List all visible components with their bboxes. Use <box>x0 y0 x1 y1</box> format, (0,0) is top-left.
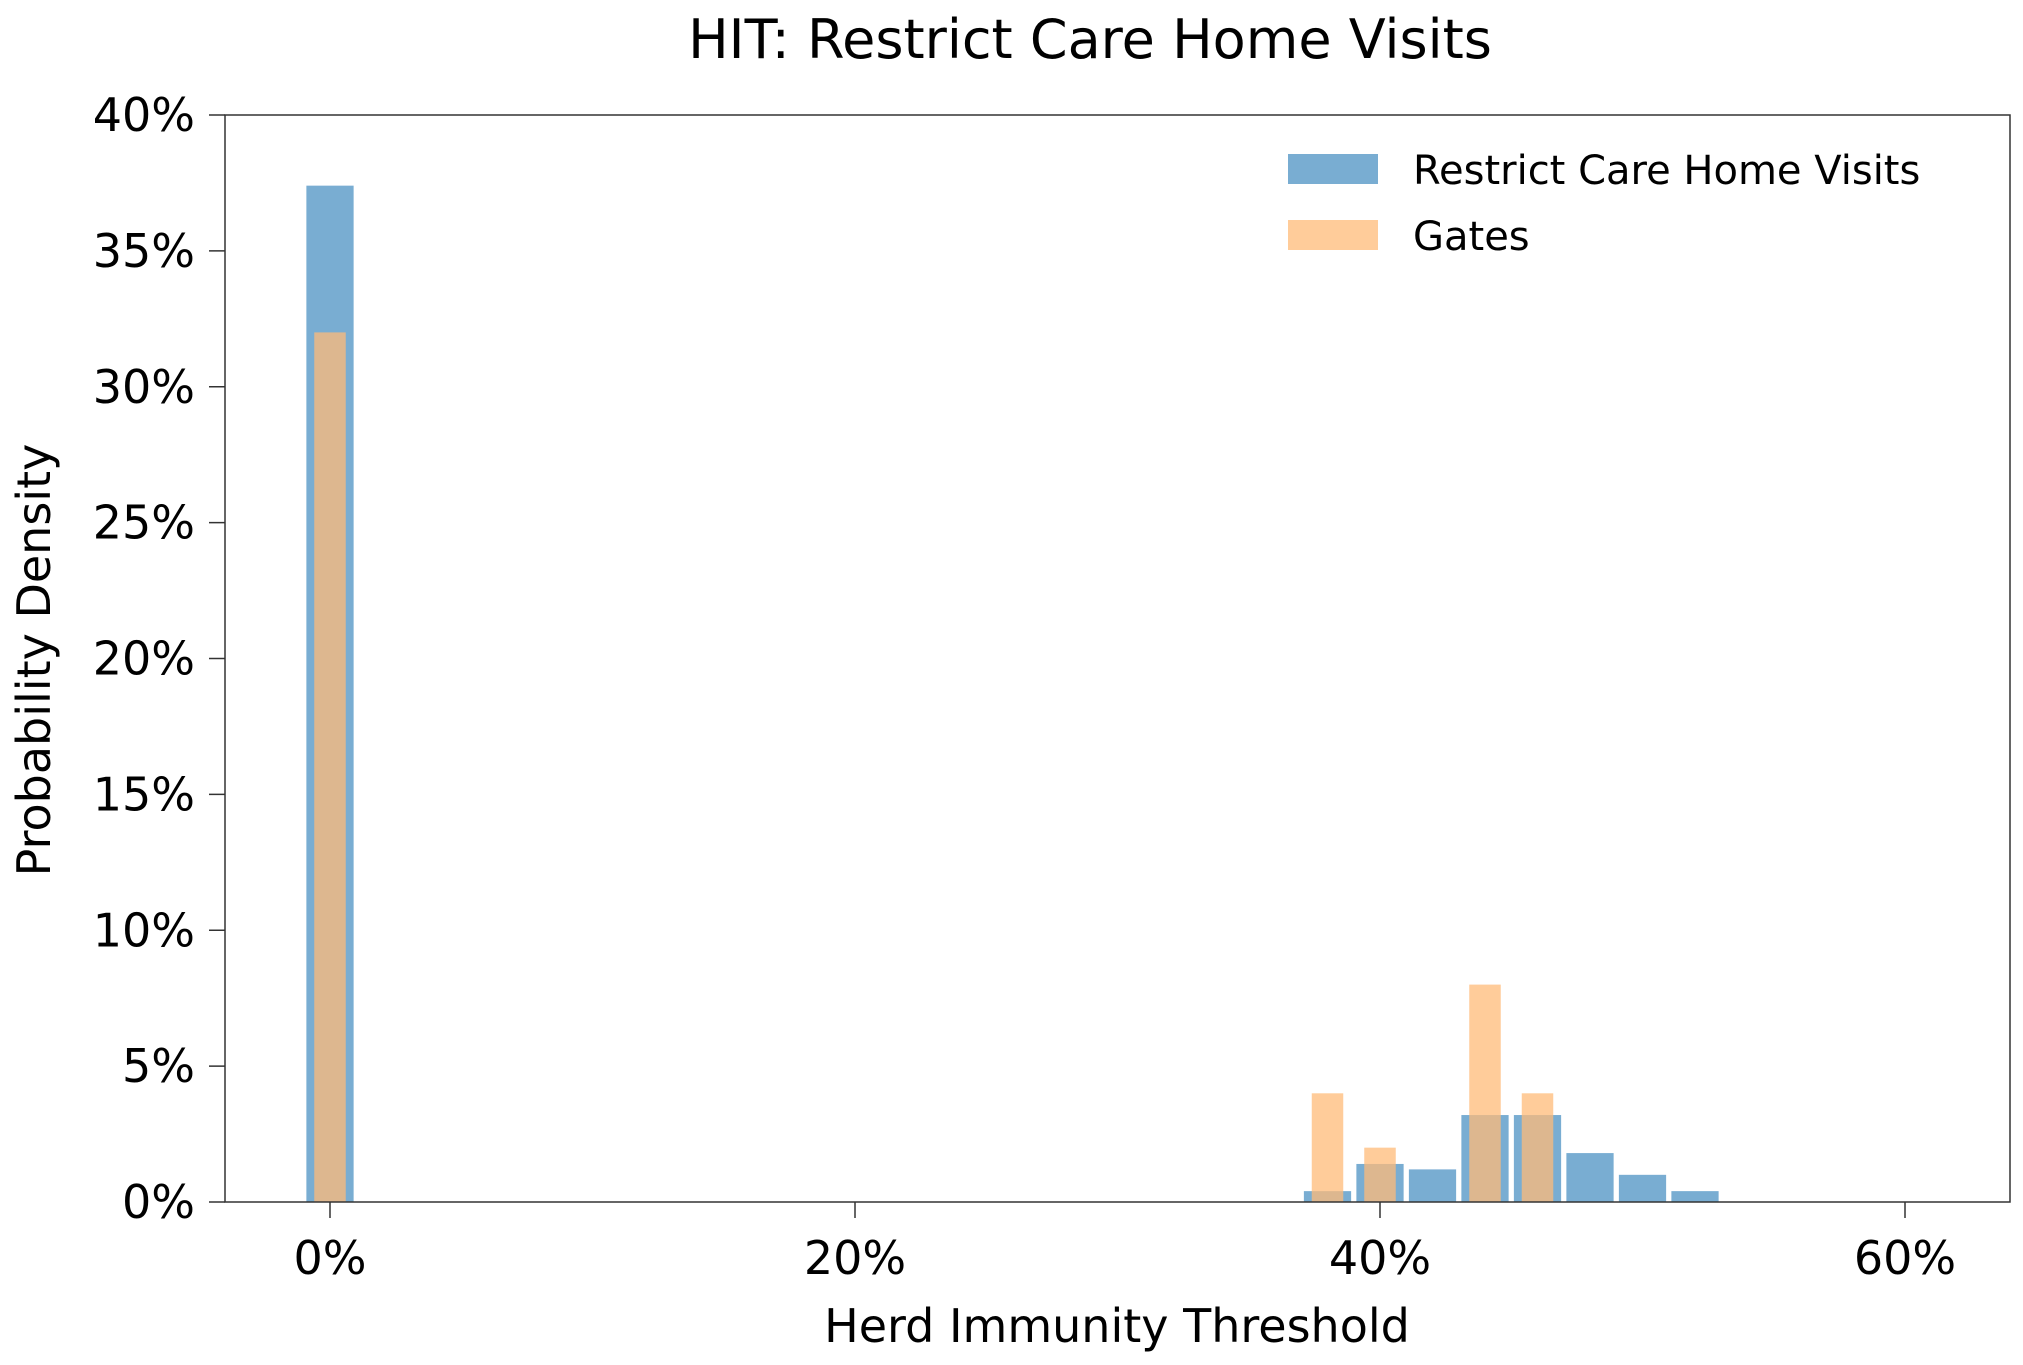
x-tick-label: 0% <box>294 1231 367 1285</box>
chart-title: HIT: Restrict Care Home Visits <box>688 8 1492 71</box>
bar <box>314 332 346 1202</box>
series-2 <box>314 332 1554 1202</box>
y-tick-label: 35% <box>93 224 195 278</box>
x-tick-label: 40% <box>1329 1231 1431 1285</box>
y-axis-title: Probability Density <box>7 444 61 877</box>
y-tick-label: 10% <box>93 903 195 957</box>
bar <box>1671 1191 1719 1202</box>
x-tick-label: 20% <box>804 1231 906 1285</box>
bar <box>1521 1093 1554 1202</box>
legend-swatch <box>1288 220 1378 250</box>
bar <box>1469 984 1501 1202</box>
legend-swatch <box>1288 154 1378 184</box>
bar <box>1618 1174 1667 1202</box>
legend-label: Gates <box>1413 214 1530 260</box>
bar <box>1408 1169 1457 1202</box>
y-tick-label: 30% <box>93 360 195 414</box>
x-axis-title: Herd Immunity Threshold <box>824 1299 1410 1353</box>
y-axis: 0% 5% 10% 15% 20% 25% 30% 35% 40% <box>93 88 225 1229</box>
y-tick-label: 5% <box>122 1039 195 1093</box>
bar <box>1566 1153 1614 1202</box>
bars-layer <box>306 185 1719 1202</box>
x-axis: 0% 20% 40% 60% <box>294 1202 1956 1285</box>
y-tick-label: 25% <box>93 496 195 550</box>
bar <box>1311 1093 1344 1202</box>
legend-label: Restrict Care Home Visits <box>1413 148 1920 194</box>
y-tick-label: 15% <box>93 767 195 821</box>
x-tick-label: 60% <box>1854 1231 1956 1285</box>
bar <box>1364 1147 1396 1202</box>
y-tick-label: 40% <box>93 88 195 142</box>
y-tick-label: 20% <box>93 632 195 686</box>
legend: Restrict Care Home Visits Gates <box>1288 148 1920 260</box>
y-tick-label: 0% <box>122 1175 195 1229</box>
